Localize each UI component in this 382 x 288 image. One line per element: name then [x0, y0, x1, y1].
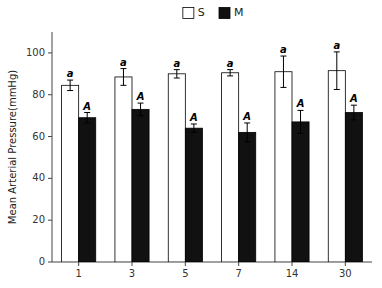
x-tick	[238, 262, 239, 266]
x-tick	[78, 262, 79, 266]
bar	[79, 118, 96, 262]
bar	[222, 73, 239, 262]
error-bar	[244, 123, 250, 142]
x-tick	[132, 262, 133, 266]
error-bar	[138, 103, 144, 116]
bar	[275, 72, 292, 262]
annotation: a	[280, 44, 287, 55]
bar	[62, 85, 79, 262]
legend-swatch	[219, 8, 230, 19]
error-bar	[298, 110, 304, 133]
legend-label: S	[198, 6, 205, 19]
error-bar	[84, 113, 90, 123]
x-tick-label: 14	[286, 268, 299, 279]
x-tick-label: 30	[339, 268, 352, 279]
bar	[328, 71, 345, 262]
y-tick-label: 80	[32, 89, 45, 100]
annotation: A	[82, 101, 91, 112]
annotation: A	[136, 91, 145, 102]
y-tick-label: 60	[32, 131, 45, 142]
annotation: A	[242, 111, 251, 122]
y-axis-line	[52, 32, 53, 262]
annotation: A	[296, 98, 305, 109]
x-tick	[185, 262, 186, 266]
y-axis-label: Mean Arterial Pressure(mmHg)	[7, 70, 18, 224]
x-tick-label: 1	[75, 268, 81, 279]
y-tick	[48, 52, 52, 53]
annotation: a	[227, 58, 234, 69]
annotation: a	[333, 40, 340, 51]
x-axis-line	[52, 262, 372, 263]
error-bar	[67, 80, 73, 90]
legend: SM	[183, 6, 244, 19]
y-tick-label: 0	[39, 256, 45, 267]
error-bar	[191, 124, 197, 132]
bar	[345, 113, 362, 263]
y-tick	[48, 262, 52, 263]
bar	[239, 132, 256, 262]
error-bar	[351, 105, 357, 120]
x-tick	[292, 262, 293, 266]
y-tick	[48, 94, 52, 95]
y-tick-label: 100	[26, 47, 45, 58]
y-tick	[48, 136, 52, 137]
y-tick	[48, 178, 52, 179]
annotation: A	[349, 93, 358, 104]
annotation: A	[189, 112, 198, 123]
legend-swatch	[183, 8, 194, 19]
annotation: a	[173, 58, 180, 69]
x-tick	[345, 262, 346, 266]
annotation: a	[67, 68, 74, 79]
error-bar	[334, 52, 340, 90]
x-tick-label: 3	[129, 268, 135, 279]
y-tick-label: 40	[32, 172, 45, 183]
x-tick-label: 7	[235, 268, 241, 279]
error-bar	[280, 56, 286, 87]
y-tick	[48, 220, 52, 221]
bar	[292, 122, 309, 262]
annotation: a	[120, 57, 127, 68]
bar	[185, 128, 202, 262]
error-bar	[120, 69, 126, 86]
bar	[168, 74, 185, 262]
legend-label: M	[234, 6, 244, 19]
bars	[62, 52, 363, 262]
chart: 0 20 40 60 80 100 1 3 5 7 14 30 Mean Arterial Pressu…	[0, 0, 382, 288]
chart-container: 0 20 40 60 80 100 1 3 5 7 14 30 Mean Arterial Pressu…	[0, 0, 382, 288]
x-tick-label: 5	[182, 268, 188, 279]
axes: 0 20 40 60 80 100 1 3 5 7 14 30	[26, 32, 372, 279]
bar	[132, 109, 149, 262]
annotations: a a a a a a A A A A A A	[67, 40, 358, 123]
y-tick-label: 20	[32, 214, 45, 225]
bar	[115, 77, 132, 262]
error-bar	[174, 70, 180, 78]
error-bar	[227, 70, 233, 76]
